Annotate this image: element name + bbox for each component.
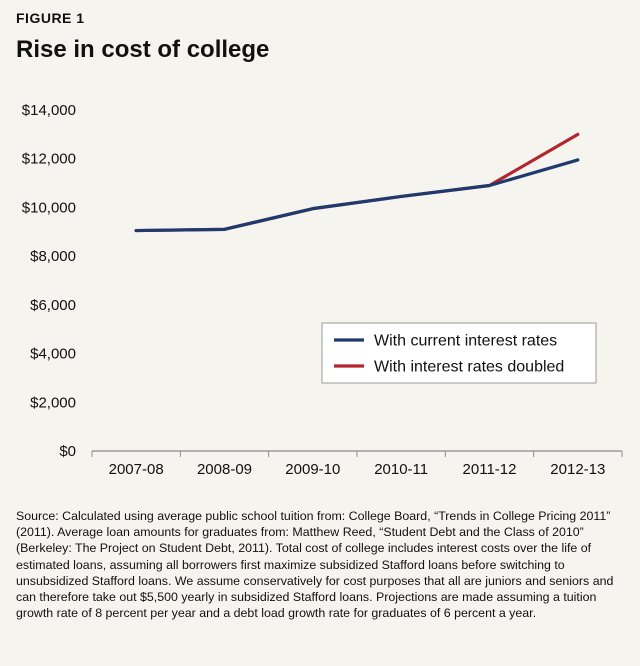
- y-tick-label: $14,000: [22, 102, 76, 119]
- line-chart: $0 $2,000 $4,000 $6,000 $8,000 $10,000 $12,000…: [22, 102, 623, 478]
- chart-series: [134, 132, 580, 233]
- legend-label: With interest rates doubled: [374, 359, 564, 376]
- figure-label: FIGURE 1: [16, 10, 85, 26]
- y-tick-label: $12,000: [22, 151, 76, 168]
- legend-label: With current interest rates: [374, 333, 557, 350]
- series-line: [134, 158, 580, 233]
- y-tick-label: $2,000: [30, 394, 76, 411]
- x-tick-label: 2010-11: [374, 461, 428, 478]
- y-tick-label: $0: [59, 443, 76, 460]
- x-tick-label: 2012-13: [550, 461, 605, 478]
- chart-legend: With current interest rates With interest…: [321, 322, 597, 384]
- x-tick-label: 2011-12: [463, 461, 517, 478]
- legend-box: [321, 322, 597, 384]
- series-line: [134, 132, 580, 233]
- y-tick-label: $4,000: [30, 346, 76, 363]
- y-tick-label: $10,000: [22, 199, 76, 216]
- x-tick-label: 2008-09: [197, 461, 252, 478]
- y-tick-label: $6,000: [30, 297, 76, 314]
- source-note: Source: Calculated using average public …: [16, 509, 614, 621]
- y-tick-label: $8,000: [30, 248, 76, 265]
- x-tick-label: 2007-08: [109, 461, 164, 478]
- chart-axes: $0 $2,000 $4,000 $6,000 $8,000 $10,000 $12,000…: [22, 102, 623, 478]
- chart-title: Rise in cost of college: [16, 36, 270, 63]
- x-tick-label: 2009-10: [285, 461, 340, 478]
